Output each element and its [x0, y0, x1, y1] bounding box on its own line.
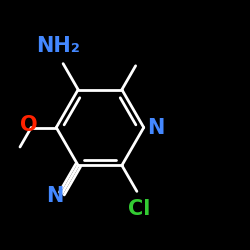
Text: N: N: [46, 186, 63, 206]
Text: NH₂: NH₂: [36, 36, 80, 56]
Text: O: O: [20, 115, 38, 135]
Text: N: N: [148, 118, 165, 138]
Text: Cl: Cl: [128, 199, 150, 219]
